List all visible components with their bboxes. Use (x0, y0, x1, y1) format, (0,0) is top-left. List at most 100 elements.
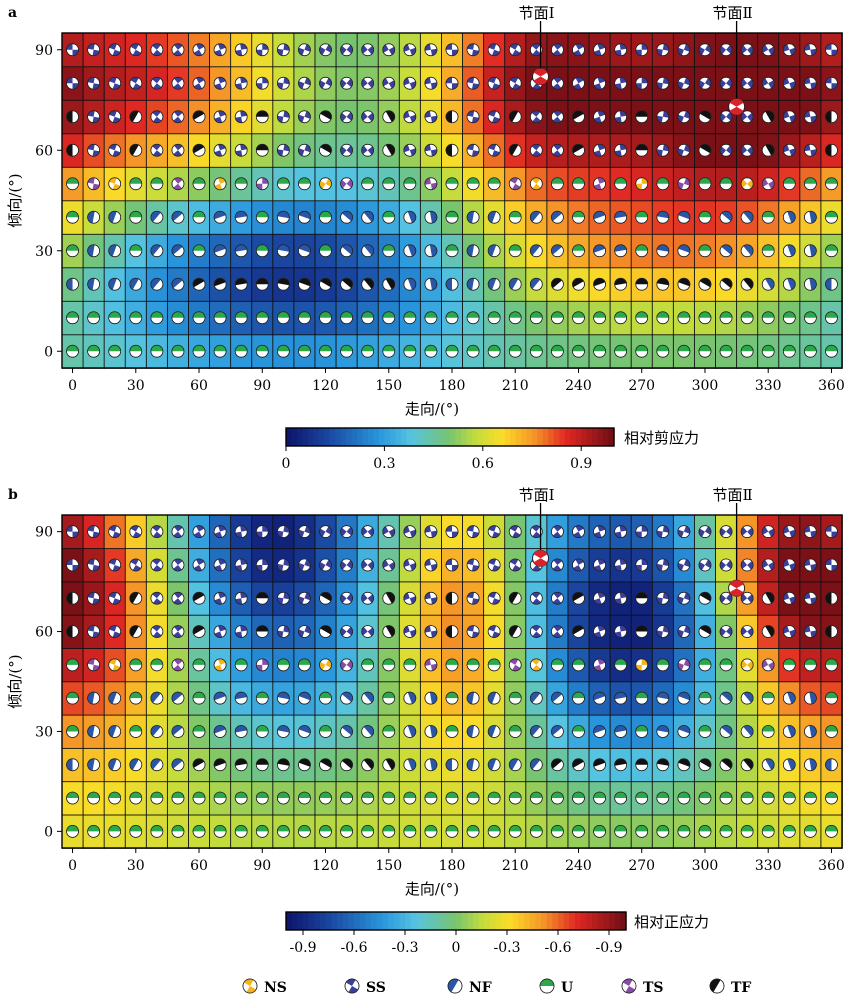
beachball-ring (593, 824, 606, 838)
beachball-ring (403, 824, 417, 838)
beachball-ring (129, 758, 143, 772)
beachball-ring (825, 311, 838, 325)
beachball-ring (403, 177, 417, 191)
beachball-ring (529, 43, 543, 57)
beachball-icon (403, 210, 417, 224)
beachball-fill (677, 311, 690, 318)
beachball-icon (171, 311, 185, 325)
x-tick-label: 210 (502, 858, 529, 874)
beachball-fill (614, 345, 627, 352)
beachball-fill (810, 530, 817, 538)
beachball-fill (256, 625, 269, 632)
beachball-icon (424, 691, 438, 705)
beachball-ring (698, 658, 712, 672)
beachball-icon (129, 344, 143, 358)
beachball-fill (831, 83, 838, 90)
beachball-ring (614, 344, 627, 358)
beachball-ring (340, 591, 353, 605)
beachball-fill (509, 725, 522, 732)
beachball-ring (740, 143, 754, 157)
beachball-fill (552, 49, 562, 56)
beachball-icon (508, 277, 522, 291)
beachball-icon (298, 591, 311, 605)
beachball-ring (129, 525, 143, 539)
beachball-ring (424, 311, 438, 325)
beachball-fill (346, 78, 353, 88)
beachball-icon (234, 210, 248, 224)
beachball-icon (87, 110, 100, 124)
beachball-icon (234, 143, 248, 157)
beachball-ring (621, 978, 637, 994)
beachball-ring (508, 76, 522, 90)
legend-label: TF (731, 980, 751, 996)
beachball-ring (656, 691, 670, 705)
beachball-icon (66, 725, 79, 738)
beachball-ring (213, 110, 227, 124)
beachball-fill (726, 145, 733, 155)
beachball-icon (129, 210, 143, 224)
beachball-fill (129, 825, 142, 832)
beachball-ring (445, 311, 459, 325)
beachball-ring (635, 277, 649, 291)
beachball-fill (512, 531, 521, 538)
beachball-icon (487, 558, 501, 572)
beachball-icon (572, 43, 585, 57)
beachball-fill (448, 979, 459, 993)
beachball-fill (531, 658, 541, 665)
beachball-icon (192, 725, 206, 738)
beachball-icon (614, 691, 627, 705)
beachball-ring (382, 143, 396, 157)
y-tick-label: 90 (35, 525, 53, 541)
beachball-ring (213, 43, 227, 57)
beachball-fill (240, 77, 248, 84)
beachball-ring (192, 525, 206, 539)
beachball-ring (277, 591, 290, 605)
colorbar-segment (546, 912, 553, 930)
beachball-fill (510, 77, 519, 84)
beachball-fill (641, 658, 648, 665)
beachball-fill (340, 345, 353, 352)
beachball-ring (403, 725, 417, 738)
beachball-ring (782, 43, 796, 57)
beachball-fill (446, 77, 452, 84)
beachball-ring (129, 344, 143, 358)
beachball-ring (804, 625, 817, 638)
beachball-fill (319, 311, 332, 318)
beachball-fill (614, 83, 622, 90)
beachball-ring (656, 824, 670, 838)
beachball-ring (403, 791, 417, 805)
beachball-ring (129, 824, 143, 838)
beachball-fill (129, 592, 139, 604)
beachball-fill (488, 792, 501, 799)
beachball-icon (403, 43, 417, 57)
beachball-fill (512, 183, 521, 190)
beachball-icon (424, 311, 438, 325)
beachball-fill (235, 278, 248, 286)
beachball-ring (192, 177, 206, 191)
beachball-icon (447, 978, 463, 994)
colorbar-segment (400, 428, 407, 446)
beachball-ring (319, 210, 332, 224)
beachball-ring (424, 177, 438, 191)
beachball-icon (234, 758, 248, 772)
beachball-ring (551, 143, 564, 157)
beachball-fill (214, 758, 226, 767)
colorbar-tick-label: 0.9 (570, 456, 592, 472)
beachball-fill (721, 725, 733, 736)
beachball-icon (804, 244, 817, 258)
beachball-ring (277, 691, 290, 705)
beachball-fill (152, 144, 161, 151)
beachball-ring (466, 625, 480, 638)
beachball-icon (213, 277, 227, 291)
beachball-fill (704, 526, 711, 535)
beachball-ring (677, 525, 691, 539)
beachball-ring (66, 244, 79, 258)
beachball-icon (445, 76, 459, 90)
colorbar-segment (422, 428, 429, 446)
beachball-ring (234, 76, 248, 90)
beachball-icon (782, 110, 796, 124)
beachball-icon (572, 824, 585, 838)
beachball-fill (747, 561, 754, 570)
beachball-fill (810, 82, 817, 90)
beachball-fill (283, 77, 290, 85)
